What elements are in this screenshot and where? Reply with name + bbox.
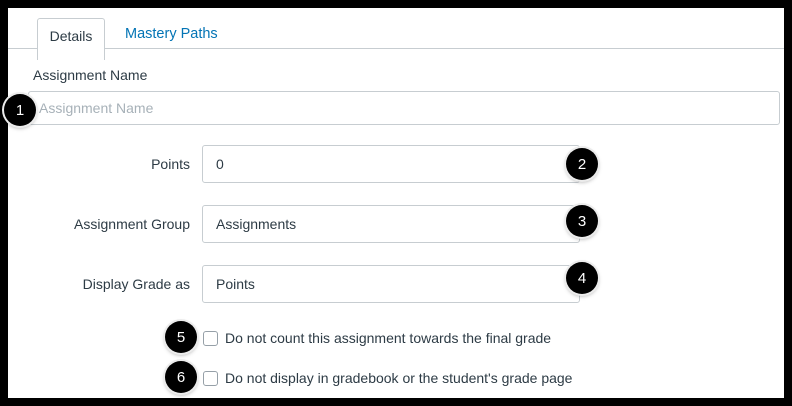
assignment-group-select[interactable]: Assignments (202, 205, 580, 243)
tab-mastery-paths-label: Mastery Paths (125, 26, 218, 42)
display-grade-as-select[interactable]: Points (202, 265, 580, 303)
assignment-group-value: Assignments (216, 216, 297, 232)
do-not-display-checkbox[interactable] (203, 370, 218, 386)
display-grade-as-label: Display Grade as (82, 276, 190, 292)
annotation-badge-2: 2 (566, 148, 598, 180)
annotation-badge-6: 6 (165, 361, 197, 393)
tab-details[interactable]: Details (37, 18, 105, 60)
assignment-name-input[interactable] (28, 91, 780, 125)
assignment-name-label: Assignment Name (33, 67, 148, 83)
annotation-badge-5: 5 (165, 321, 197, 353)
do-not-display-row: Do not display in gradebook or the stude… (203, 370, 572, 386)
points-input[interactable] (202, 145, 580, 183)
tab-details-label: Details (49, 28, 93, 44)
annotation-badge-3: 3 (566, 205, 598, 237)
do-not-display-label[interactable]: Do not display in gradebook or the stude… (225, 370, 573, 386)
display-grade-as-value: Points (216, 276, 255, 292)
do-not-count-checkbox[interactable] (203, 330, 218, 346)
assignment-form-page: Details Mastery Paths Assignment Name Po… (4, 8, 784, 398)
assignment-group-label: Assignment Group (74, 216, 190, 232)
annotation-badge-4: 4 (566, 262, 598, 294)
do-not-count-label[interactable]: Do not count this assignment towards the… (225, 330, 552, 346)
tab-bar-divider (8, 48, 784, 49)
tab-mastery-paths[interactable]: Mastery Paths (125, 18, 218, 50)
annotation-badge-1: 1 (4, 94, 36, 126)
points-label: Points (151, 156, 190, 172)
do-not-count-row: Do not count this assignment towards the… (203, 330, 551, 346)
